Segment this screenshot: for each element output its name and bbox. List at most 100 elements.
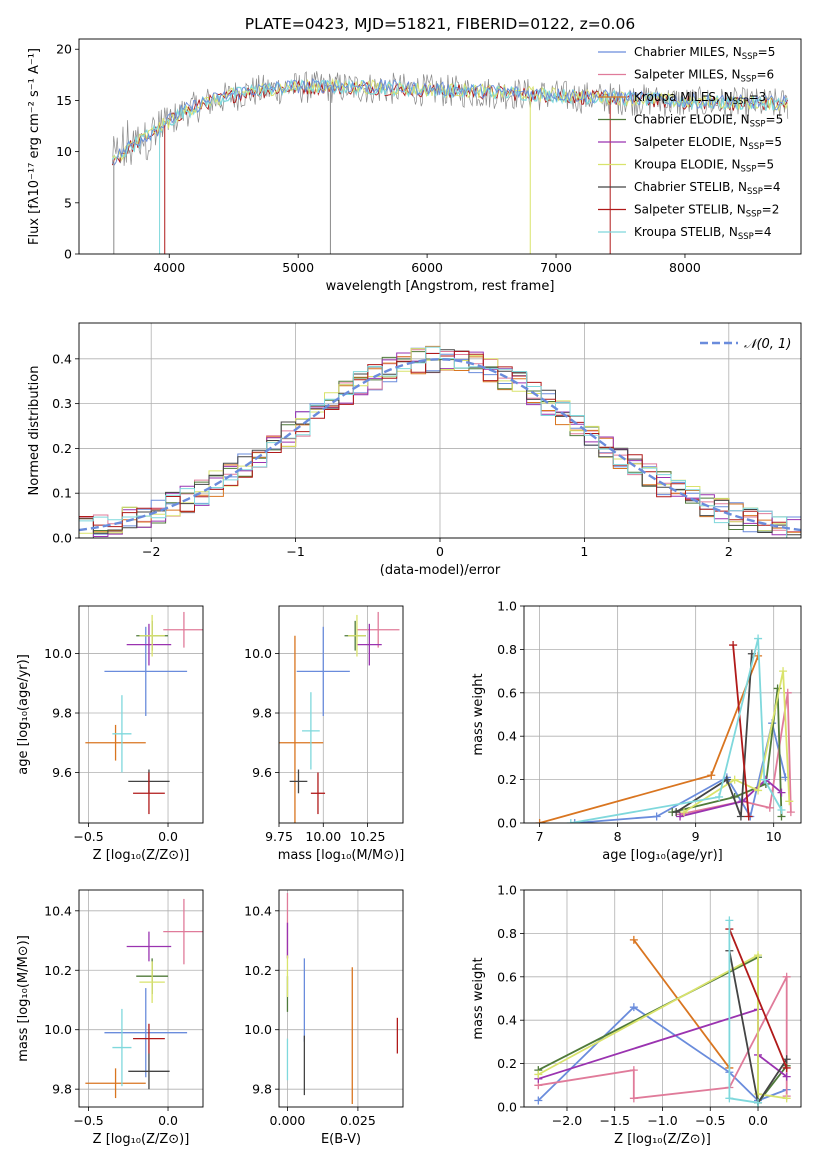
weight-marker <box>629 1094 638 1103</box>
figure-title: PLATE=0423, MJD=51821, FIBERID=0122, z=0… <box>245 15 635 33</box>
weight-line <box>537 953 787 1100</box>
legend-label: Chabrier MILES, NSSP=5 <box>634 45 775 62</box>
weight-line <box>538 976 788 1100</box>
axes-frame <box>78 322 802 539</box>
x-tick-label: 10 <box>766 829 782 844</box>
weight-marker <box>782 1094 791 1103</box>
y-tick-label: 0.4 <box>497 729 517 744</box>
x-tick-label: 1 <box>580 544 588 559</box>
axes-frame <box>523 889 802 1108</box>
y-tick-label: 9.8 <box>252 1082 272 1097</box>
y-tick-label: 20 <box>56 42 72 57</box>
x-tick-label: −1 <box>286 544 304 559</box>
weight-marker <box>754 1089 763 1098</box>
plot-area-mass-age <box>279 611 400 823</box>
legend-label: Kroupa STELIB, NSSP=4 <box>634 225 772 242</box>
y-tick-label: 10.2 <box>44 963 72 978</box>
weight-marker <box>629 935 638 944</box>
weight-marker <box>534 1096 543 1105</box>
axes-age-weight: 7 8 9 10 0.0 0.2 0.4 0.6 0.8 1.0 age [log₁₀(age/yr… <box>471 599 802 863</box>
x-tick-label: 5000 <box>282 260 314 275</box>
weight-marker <box>782 1072 791 1081</box>
y-tick-label: 9.8 <box>252 706 272 721</box>
y-tick-label: 10.4 <box>44 903 72 918</box>
y-tick-label: 0.2 <box>52 441 72 456</box>
legend-label: 𝒩(0, 1) <box>744 337 791 352</box>
y-tick-label: 9.6 <box>252 765 272 780</box>
y-tick-label: 0.8 <box>497 926 517 941</box>
x-tick-label: −0.5 <box>73 1113 103 1128</box>
y-tick-label: 10.0 <box>244 646 272 661</box>
x-axis-label: Z [log₁₀(Z/Z⊙)] <box>614 1132 711 1147</box>
weight-marker <box>777 805 786 814</box>
plot-area-age-weight <box>535 634 795 823</box>
weight-marker <box>652 812 661 821</box>
x-tick-label: 8000 <box>669 260 701 275</box>
legend-label: Kroupa ELODIE, NSSP=5 <box>634 158 774 175</box>
weight-marker <box>629 1003 638 1012</box>
weight-line <box>633 939 731 1069</box>
axes-z-age: −0.5 0.0 9.6 9.8 10.0 Z [log₁₀(Z/Z⊙)] age [log… <box>16 605 204 863</box>
weight-marker <box>629 1066 638 1075</box>
weight-marker <box>725 916 734 925</box>
y-tick-label: 1.0 <box>497 883 517 898</box>
y-tick-label: 5 <box>64 195 72 210</box>
x-axis-label: Z [log₁₀(Z/Z⊙)] <box>93 1132 190 1147</box>
x-axis-label: age [log₁₀(age/yr)] <box>602 848 723 863</box>
x-axis-label: wavelength [Angstrom, rest frame] <box>326 279 555 294</box>
x-tick-label: −1.0 <box>647 1113 677 1128</box>
weight-marker <box>679 808 688 817</box>
axes-frame <box>78 38 802 255</box>
weight-marker <box>715 792 724 801</box>
x-tick-label: −0.5 <box>73 829 103 844</box>
x-tick-label: −2.0 <box>552 1113 582 1128</box>
weight-marker <box>782 972 791 981</box>
weight-marker <box>707 771 716 780</box>
spectrum-model-line <box>112 77 789 162</box>
histogram-step <box>79 346 801 538</box>
x-tick-label: 0.0 <box>158 829 178 844</box>
legend-label: Salpeter MILES, NSSP=6 <box>634 68 774 85</box>
x-tick-label: 7 <box>536 829 544 844</box>
x-axis-label: Z [log₁₀(Z/Z⊙)] <box>93 848 190 863</box>
weight-marker <box>760 775 769 784</box>
legend-label: Chabrier ELODIE, NSSP=5 <box>634 113 783 130</box>
weight-line <box>732 645 750 817</box>
weight-marker <box>754 786 763 795</box>
x-tick-label: 0.025 <box>340 1113 376 1128</box>
plot-area-z-age <box>85 611 203 815</box>
legend-label: Salpeter ELODIE, NSSP=5 <box>634 135 782 152</box>
weight-marker <box>570 819 579 823</box>
x-tick-label: 9.75 <box>265 829 293 844</box>
weight-line <box>675 653 753 817</box>
axes-spectrum: 4000 5000 6000 7000 8000 0 5 10 15 20 wavelength [… <box>27 38 802 294</box>
axes-frame <box>78 889 204 1108</box>
y-tick-label: 0.8 <box>497 642 517 657</box>
x-tick-label: 10.00 <box>305 829 341 844</box>
weight-marker <box>765 803 774 812</box>
weight-marker <box>725 1094 734 1103</box>
legend-label: Salpeter STELIB, NSSP=2 <box>634 203 779 220</box>
y-tick-label: 10.0 <box>44 1022 72 1037</box>
y-tick-label: 10.2 <box>244 963 272 978</box>
y-axis-label: mass weight <box>471 673 486 755</box>
y-tick-label: 10.0 <box>244 1022 272 1037</box>
legend: Chabrier MILES, NSSP=5 Salpeter MILES, NS… <box>598 45 783 242</box>
x-tick-label: 8 <box>614 829 622 844</box>
y-tick-label: 0.0 <box>497 816 517 831</box>
y-tick-label: 15 <box>56 93 72 108</box>
weight-marker <box>729 641 738 650</box>
y-axis-label: mass weight <box>471 957 486 1039</box>
x-tick-label: 10.25 <box>350 829 386 844</box>
y-tick-label: 9.8 <box>52 1082 72 1097</box>
axes-frame <box>278 605 404 824</box>
weight-marker <box>736 812 745 821</box>
y-tick-label: 0.6 <box>497 685 517 700</box>
axes-z-mass: −0.5 0.0 9.8 10.0 10.2 10.4 Z [log₁₀(Z/Z⊙)] mas… <box>16 889 204 1147</box>
weight-line <box>728 928 788 1069</box>
y-tick-label: 0.0 <box>497 1100 517 1115</box>
x-axis-label: E(B-V) <box>321 1132 361 1147</box>
y-tick-label: 0.0 <box>52 531 72 546</box>
plot-area-z-weight <box>534 916 791 1107</box>
